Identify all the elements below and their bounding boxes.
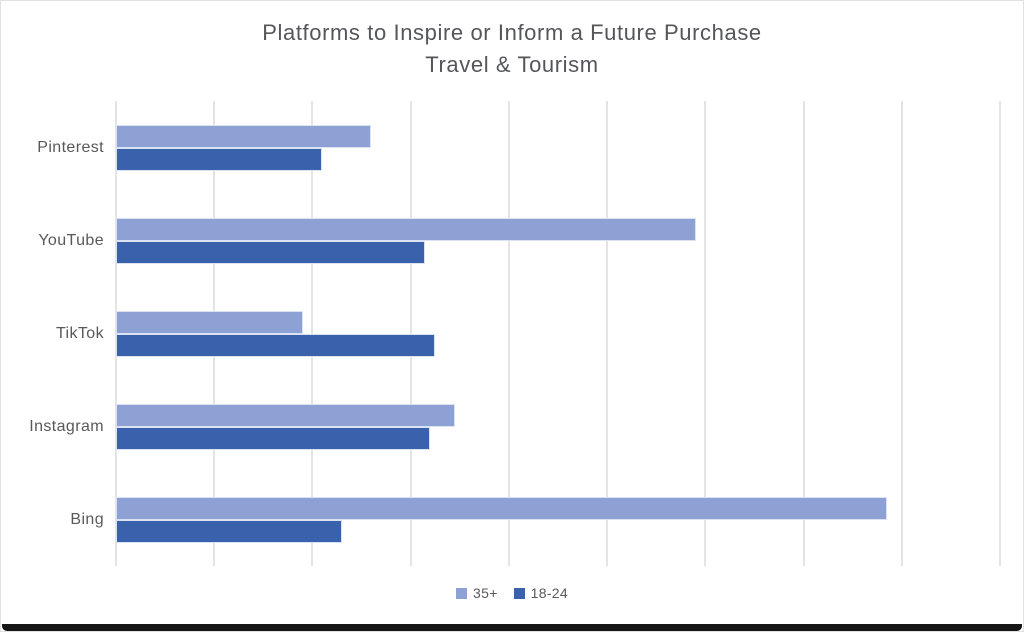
gridline (999, 101, 1001, 566)
category-label-bing: Bing (70, 510, 104, 528)
bar-1824-youtube (116, 241, 426, 264)
legend-item-1824: 18-24 (513, 585, 568, 601)
bar-35-youtube (116, 218, 696, 241)
category-label-youtube: YouTube (38, 231, 104, 249)
gridline (311, 101, 314, 566)
bar-35-pinterest (116, 125, 372, 148)
plot-area (115, 101, 1001, 566)
legend-label: 35+ (473, 585, 498, 601)
gridline (409, 101, 412, 566)
bar-1824-instagram (116, 427, 431, 450)
gridline (900, 101, 903, 566)
bar-1824-pinterest (116, 148, 323, 171)
bar-35-tiktok (116, 311, 303, 334)
category-label-pinterest: Pinterest (37, 138, 104, 156)
gridline (606, 101, 609, 566)
bar-1824-bing (116, 520, 342, 543)
bottom-edge-bar (2, 624, 1022, 631)
legend-label: 18-24 (530, 585, 568, 601)
bar-1824-tiktok (116, 334, 436, 357)
gridline (507, 101, 510, 566)
chart-title-line2: Travel & Tourism (425, 52, 599, 77)
bar-35-bing (116, 497, 888, 520)
chart-title-line1: Platforms to Inspire or Inform a Future … (262, 20, 762, 45)
category-label-instagram: Instagram (29, 417, 104, 435)
bar-35-instagram (116, 404, 455, 427)
legend: 35+ 18-24 (1, 585, 1023, 601)
chart-title: Platforms to Inspire or Inform a Future … (1, 17, 1023, 81)
category-label-tiktok: TikTok (55, 324, 104, 342)
gridline (802, 101, 805, 566)
category-axis-labels: Pinterest YouTube TikTok Instagram Bing (1, 101, 104, 566)
legend-swatch-icon (456, 587, 468, 599)
legend-item-35: 35+ (456, 585, 498, 601)
legend-swatch-icon (513, 587, 525, 599)
gridline (704, 101, 707, 566)
